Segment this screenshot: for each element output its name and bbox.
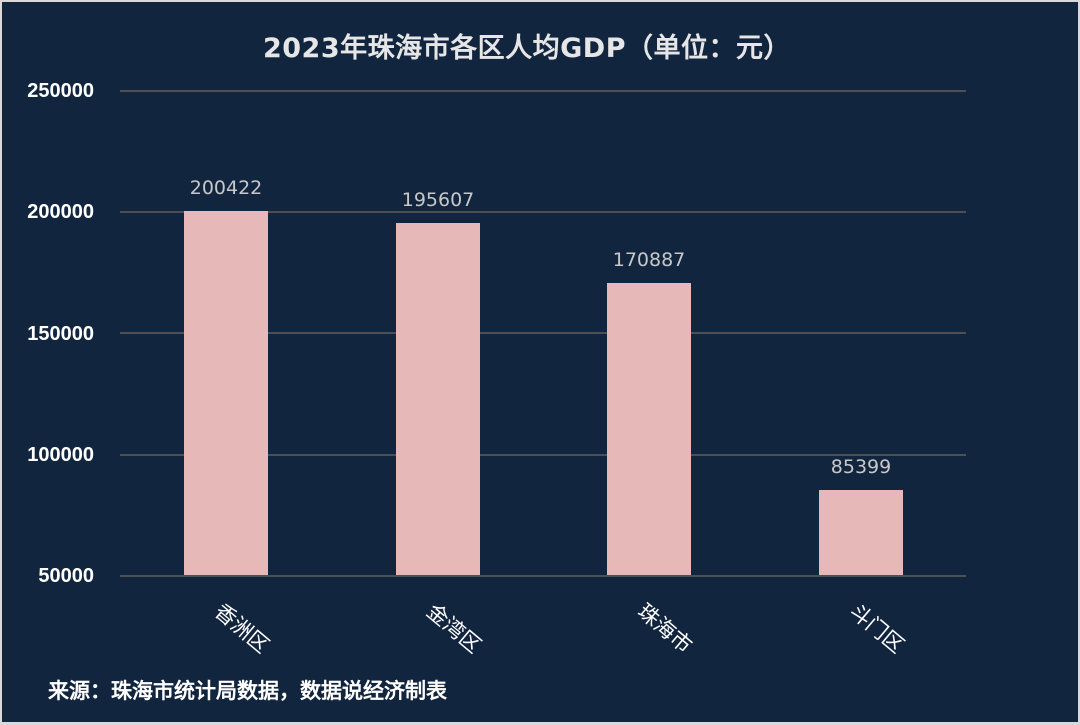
source-note: 来源：珠海市统计局数据，数据说经济制表	[48, 678, 447, 703]
y-tick-label: 200000	[27, 201, 94, 223]
bar-xiangzhou	[184, 211, 268, 576]
data-label: 195607	[401, 189, 475, 211]
x-axis-baseline	[120, 575, 966, 577]
gridline	[120, 211, 966, 213]
gridline	[120, 454, 966, 456]
chart-title: 2023年珠海市各区人均GDP（单位：元）	[262, 33, 791, 64]
bar-jinwan	[396, 223, 480, 576]
bar-zhuhai	[607, 283, 691, 576]
y-tick-label: 250000	[27, 80, 94, 102]
y-tick-label: 50000	[38, 565, 94, 587]
data-label: 170887	[612, 249, 686, 271]
y-tick-label: 150000	[27, 323, 94, 345]
y-tick-label: 100000	[27, 444, 94, 466]
gridline	[120, 90, 966, 92]
gridline	[120, 332, 966, 334]
x-tick-label: 香洲区	[210, 599, 274, 658]
x-tick-label: 斗门区	[845, 599, 909, 658]
bar-doumen	[819, 490, 903, 576]
data-label: 200422	[189, 177, 263, 199]
x-tick-label: 金湾区	[422, 599, 486, 658]
x-tick-label: 珠海市	[633, 599, 697, 658]
data-label: 85399	[830, 456, 892, 478]
